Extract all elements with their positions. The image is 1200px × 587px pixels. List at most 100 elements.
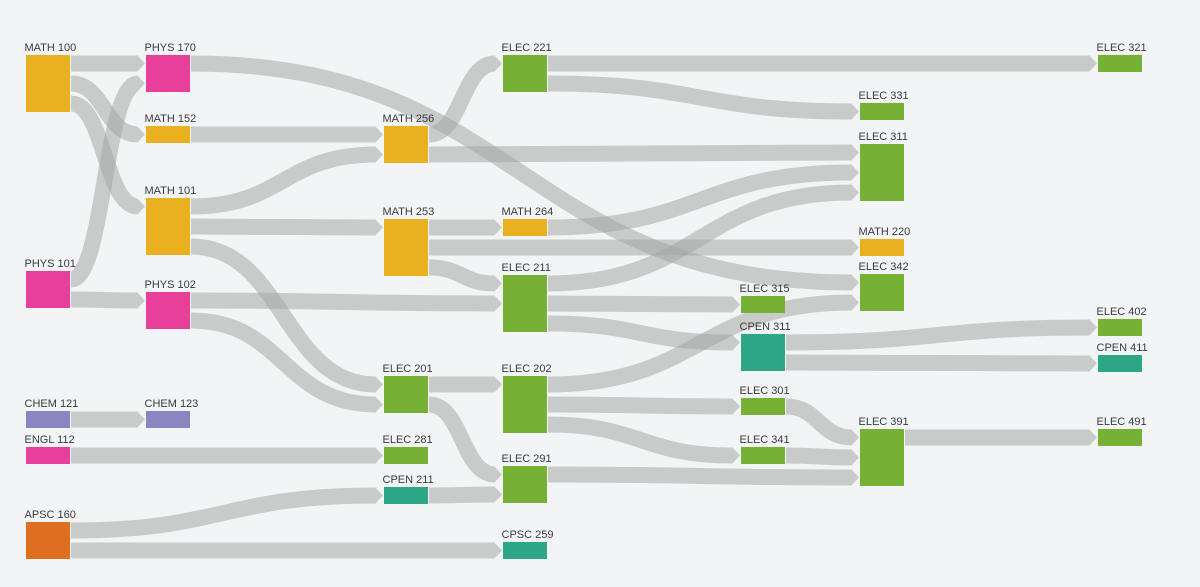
course-node-rect[interactable] — [26, 447, 70, 464]
prerequisite-link — [548, 55, 1097, 72]
link-band — [70, 291, 139, 309]
course-node[interactable]: MATH 253 — [383, 206, 435, 276]
course-node[interactable]: ELEC 221 — [502, 42, 552, 92]
course-node-rect[interactable] — [384, 126, 428, 163]
prerequisite-link — [905, 429, 1097, 446]
course-node-rect[interactable] — [860, 239, 904, 256]
course-node[interactable]: PHYS 101 — [25, 258, 76, 308]
course-node[interactable]: ELEC 301 — [740, 385, 790, 415]
nodes-layer: MATH 100 PHYS 101 CHEM 121 ENGL 112 APSC 160… — [25, 42, 1148, 559]
course-node-rect[interactable] — [503, 542, 547, 559]
link-band — [69, 75, 140, 143]
course-node[interactable]: ELEC 202 — [502, 363, 552, 433]
course-node[interactable]: MATH 220 — [859, 226, 911, 256]
prerequisite-link — [785, 319, 1097, 351]
course-node[interactable]: MATH 100 — [25, 42, 77, 112]
arrowhead-icon — [1089, 429, 1097, 446]
prerequisite-link — [190, 238, 383, 393]
course-node-rect[interactable] — [1098, 55, 1142, 72]
course-node[interactable]: CHEM 121 — [25, 398, 79, 428]
course-node[interactable]: APSC 160 — [25, 509, 76, 559]
course-node-rect[interactable] — [1098, 355, 1142, 372]
course-node[interactable]: CPEN 411 — [1097, 342, 1148, 372]
course-node[interactable]: CHEM 123 — [145, 398, 199, 428]
course-node-rect[interactable] — [384, 376, 428, 413]
course-node-rect[interactable] — [503, 376, 547, 433]
course-node-label: CPSC 259 — [502, 529, 554, 541]
course-node-rect[interactable] — [503, 55, 547, 92]
course-node-rect[interactable] — [146, 55, 190, 92]
course-node-rect[interactable] — [503, 275, 547, 332]
course-node[interactable]: PHYS 170 — [145, 42, 196, 92]
course-node-rect[interactable] — [1098, 319, 1142, 336]
link-band — [547, 416, 734, 464]
course-node-rect[interactable] — [26, 271, 70, 308]
course-node-rect[interactable] — [26, 411, 70, 428]
course-node-label: APSC 160 — [25, 509, 76, 521]
prerequisite-link — [547, 295, 740, 313]
course-node-rect[interactable] — [860, 144, 904, 201]
course-node[interactable]: ELEC 402 — [1097, 306, 1147, 336]
course-node-rect[interactable] — [741, 447, 785, 464]
arrowhead-icon — [137, 411, 145, 428]
course-node-label: ELEC 311 — [859, 131, 908, 143]
course-node-rect[interactable] — [741, 398, 785, 415]
course-node[interactable]: MATH 152 — [145, 113, 197, 143]
link-band — [785, 398, 853, 446]
course-node[interactable]: ELEC 491 — [1097, 416, 1147, 446]
course-node[interactable]: ELEC 211 — [502, 262, 551, 332]
course-node-rect[interactable] — [503, 219, 547, 236]
course-node-rect[interactable] — [146, 198, 190, 255]
link-band — [190, 146, 377, 215]
course-node[interactable]: ELEC 281 — [383, 434, 433, 464]
course-node-rect[interactable] — [860, 103, 904, 120]
link-band — [190, 238, 377, 393]
course-node[interactable]: CPEN 311 — [740, 321, 791, 371]
course-node-label: ELEC 342 — [859, 261, 909, 273]
course-node[interactable]: CPSC 259 — [502, 529, 554, 559]
link-band — [190, 55, 853, 291]
course-node[interactable]: ELEC 391 — [859, 416, 909, 486]
course-node[interactable]: CPEN 211 — [383, 474, 434, 504]
course-node-rect[interactable] — [26, 522, 70, 559]
course-node-rect[interactable] — [860, 429, 904, 486]
course-node[interactable]: ELEC 341 — [740, 434, 790, 464]
course-node-rect[interactable] — [384, 487, 428, 504]
course-node-rect[interactable] — [146, 411, 190, 428]
course-node[interactable]: ELEC 315 — [740, 283, 790, 313]
course-node-rect[interactable] — [146, 126, 190, 143]
prerequisite-link — [547, 416, 740, 464]
course-node[interactable]: PHYS 102 — [145, 279, 196, 329]
course-node-label: PHYS 102 — [145, 279, 196, 291]
course-node-rect[interactable] — [741, 296, 785, 313]
course-node-rect[interactable] — [741, 334, 785, 371]
arrowhead-icon — [851, 144, 859, 161]
link-band — [190, 292, 496, 312]
course-node-rect[interactable] — [1098, 429, 1142, 446]
arrowhead-icon — [851, 469, 859, 486]
course-node[interactable]: ELEC 311 — [859, 131, 908, 201]
arrowhead-icon — [137, 126, 145, 143]
course-node[interactable]: ELEC 291 — [502, 453, 552, 503]
course-node-rect[interactable] — [146, 292, 190, 329]
course-node-rect[interactable] — [26, 55, 70, 112]
course-node[interactable]: ENGL 112 — [25, 434, 75, 464]
course-node[interactable]: MATH 256 — [383, 113, 435, 163]
course-node-rect[interactable] — [384, 219, 428, 276]
prerequisite-link — [428, 144, 859, 163]
course-node[interactable]: ELEC 321 — [1097, 42, 1147, 72]
course-node[interactable]: ELEC 201 — [383, 363, 433, 413]
link-band — [785, 319, 1091, 351]
link-band — [547, 294, 853, 393]
course-node-rect[interactable] — [503, 466, 547, 503]
arrowhead-icon — [732, 296, 740, 313]
course-node-label: ELEC 201 — [383, 363, 433, 375]
course-node-label: ELEC 331 — [859, 90, 909, 102]
course-node-rect[interactable] — [860, 274, 904, 311]
prerequisite-link — [70, 487, 383, 539]
course-node-rect[interactable] — [384, 447, 428, 464]
course-node[interactable]: ELEC 331 — [859, 90, 909, 120]
course-node[interactable]: MATH 101 — [145, 185, 197, 255]
course-node[interactable]: MATH 264 — [502, 206, 554, 236]
course-node[interactable]: ELEC 342 — [859, 261, 909, 311]
